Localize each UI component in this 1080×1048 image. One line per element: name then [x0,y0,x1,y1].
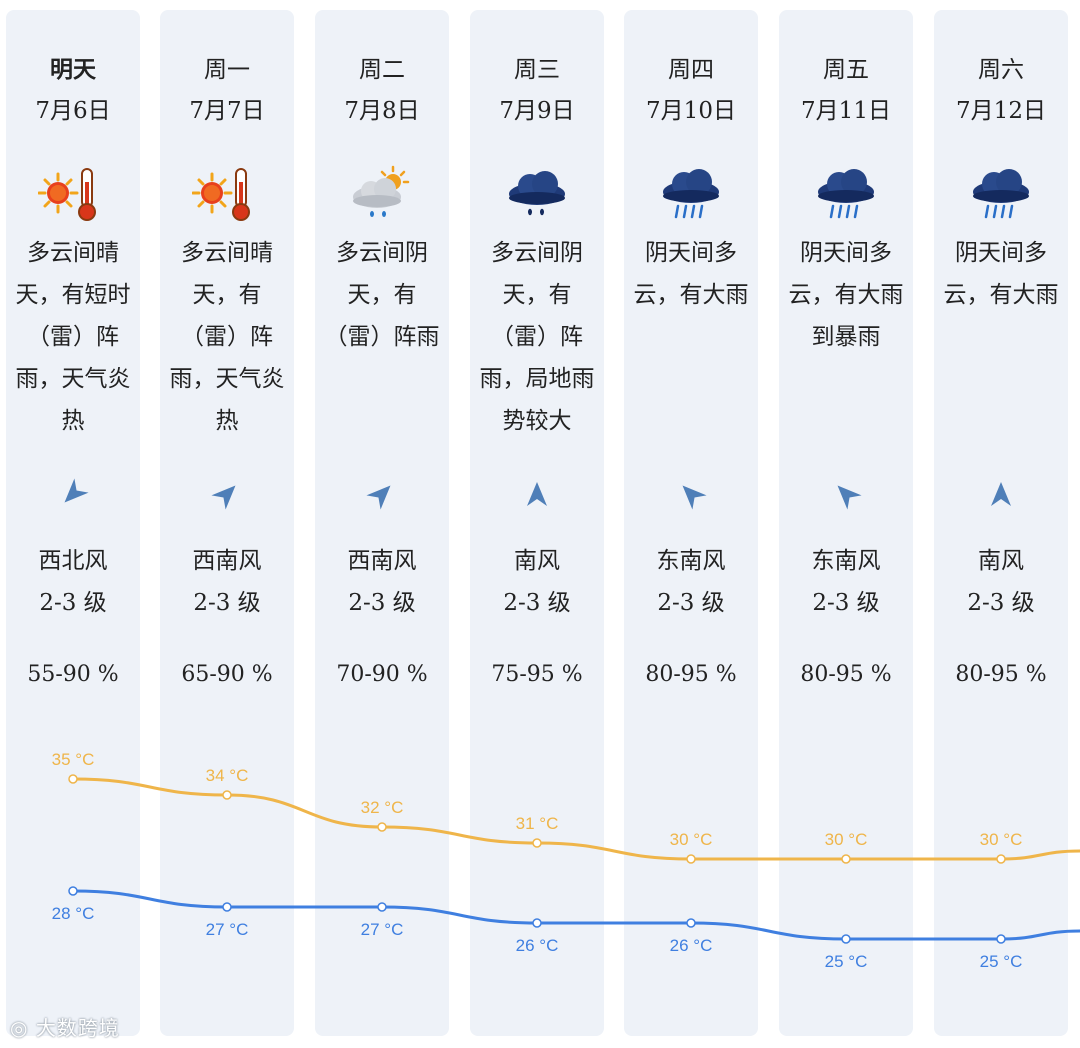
weather-description: 多云间晴天，有（雷）阵雨，天气炎热 [169,240,285,434]
wind-info: 东南风 2-3 级 [779,540,913,624]
high-temp-label: 30 °C [980,830,1023,849]
wind-level: 2-3 级 [503,590,571,616]
low-temp-label: 27 °C [206,920,249,939]
weather-description: 多云间阴天，有（雷）阵雨 [324,240,440,350]
low-temp-label: 26 °C [516,936,559,955]
watermark-text: 大数跨境 [35,1016,120,1040]
heavy-rain-icon [811,164,881,224]
wind-direction: 西南风 [192,548,262,574]
day-date: 7月11日 [801,98,891,124]
high-temp-point [377,822,387,832]
dark-cloud-rain-icon [502,164,572,224]
high-temp-line [72,777,1080,861]
low-temp-point [222,902,232,912]
weather-description: 阴天间多云，有大雨 [633,240,749,308]
day-date: 7月7日 [189,98,265,124]
weather-description: 阴天间多云，有大雨到暴雨 [788,240,904,350]
heavy-rain-icon [656,164,726,224]
day-date: 7月6日 [35,98,111,124]
wind-info: 西北风 2-3 级 [6,540,140,624]
low-temp-label: 27 °C [361,920,404,939]
high-temp-label: 31 °C [516,814,559,833]
high-temp-point [68,774,78,784]
low-temp-label: 28 °C [52,904,95,923]
wind-info: 东南风 2-3 级 [624,540,758,624]
weather-description: 阴天间多云，有大雨 [943,240,1059,308]
day-date: 7月9日 [499,98,575,124]
wind-direction: 南风 [514,548,560,574]
wind-direction: 东南风 [811,548,881,574]
low-temp-point [996,934,1006,944]
day-label: 周二 [359,57,405,83]
day-date: 7月10日 [646,98,736,124]
day-label: 周六 [978,57,1024,83]
wind-direction-arrow-icon [675,478,707,510]
high-temp-point [996,854,1006,864]
heavy-rain-icon [966,164,1036,224]
day-column [160,10,294,1036]
wind-direction-arrow-icon [366,478,398,510]
wind-info: 南风 2-3 级 [470,540,604,624]
day-label: 周三 [514,57,560,83]
wind-direction: 南风 [978,548,1024,574]
day-label: 周一 [204,57,250,83]
low-temp-point [686,918,696,928]
wind-level: 2-3 级 [812,590,880,616]
high-temp-point [686,854,696,864]
wind-direction-arrow-icon [985,478,1017,510]
wind-level: 2-3 级 [348,590,416,616]
humidity: 75-95 % [491,662,583,687]
low-temp-point [532,918,542,928]
wind-info: 西南风 2-3 级 [160,540,294,624]
humidity: 80-95 % [955,662,1047,687]
high-temp-label: 34 °C [206,766,249,785]
low-temp-label: 25 °C [980,952,1023,971]
humidity: 80-95 % [800,662,892,687]
high-temp-point [532,838,542,848]
wind-level: 2-3 级 [657,590,725,616]
wind-direction-arrow-icon [521,478,553,510]
high-temp-label: 30 °C [825,830,868,849]
wind-level: 2-3 级 [193,590,261,616]
day-date: 7月8日 [344,98,420,124]
humidity: 55-90 % [27,662,119,687]
humidity: 70-90 % [336,662,428,687]
day-label: 周五 [823,57,869,83]
day-label: 周四 [668,57,714,83]
cloudy-sun-rain-icon [347,164,417,224]
wind-direction: 西南风 [347,548,417,574]
humidity: 80-95 % [645,662,737,687]
high-temp-point [222,790,232,800]
low-temp-label: 25 °C [825,952,868,971]
humidity: 65-90 % [181,662,273,687]
day-date: 7月12日 [956,98,1046,124]
low-temp-point [841,934,851,944]
high-temp-label: 30 °C [670,830,713,849]
weather-description: 多云间阴天，有（雷）阵雨，局地雨势较大 [479,240,595,434]
wind-direction: 东南风 [656,548,726,574]
sunny-hot-icon [37,164,108,224]
low-temp-line [72,889,1080,941]
low-temp-point [377,902,387,912]
wind-direction: 西北风 [38,548,108,574]
day-column [6,10,140,1036]
weather-description: 多云间晴天，有短时（雷）阵雨，天气炎热 [15,240,131,434]
low-temp-point [68,886,78,896]
watermark: ◎ 大数跨境 [10,1012,120,1041]
wind-direction-arrow-icon [830,478,862,510]
low-temp-label: 26 °C [670,936,713,955]
wind-info: 西南风 2-3 级 [315,540,449,624]
high-temp-point [841,854,851,864]
sunny-hot-icon [191,164,262,224]
wind-level: 2-3 级 [39,590,107,616]
watermark-logo-icon: ◎ [10,1016,29,1040]
wind-direction-arrow-icon [211,478,243,510]
wind-info: 南风 2-3 级 [934,540,1068,624]
high-temp-label: 32 °C [361,798,404,817]
wind-level: 2-3 级 [967,590,1035,616]
high-temp-label: 35 °C [52,750,95,769]
wind-direction-arrow-icon [57,478,89,510]
day-label: 明天 [50,56,96,83]
